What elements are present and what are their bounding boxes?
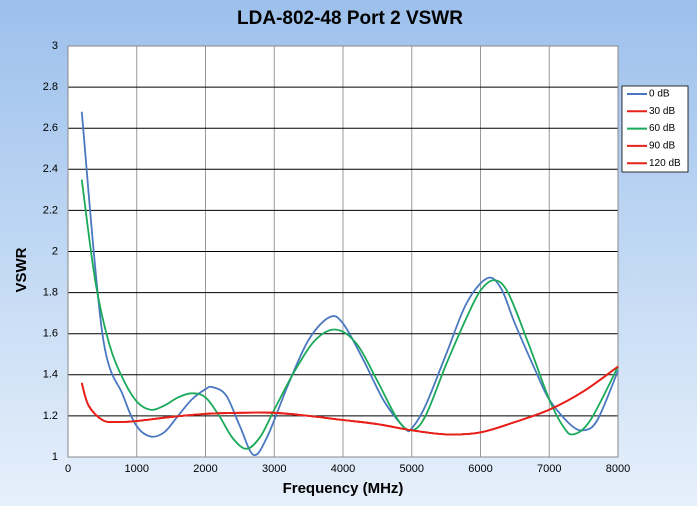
- legend-label: 30 dB: [649, 106, 675, 117]
- x-tick-label: 1000: [125, 463, 149, 475]
- series-line: [80, 179, 619, 450]
- x-tick-label: 0: [65, 463, 71, 475]
- plot-border: [67, 45, 619, 458]
- y-tick-label: 1.8: [43, 287, 58, 299]
- x-axis-label: Frequency (MHz): [283, 480, 404, 497]
- y-tick-label: 2.4: [43, 163, 58, 175]
- y-tick-label: 1.2: [43, 410, 58, 422]
- x-tick-label: 6000: [468, 463, 492, 475]
- y-tick-label: 2.8: [43, 81, 58, 93]
- x-tick-label: 4000: [331, 463, 355, 475]
- legend-label: 90 dB: [649, 141, 675, 152]
- y-tick-label: 2.6: [43, 122, 58, 134]
- chart-title: LDA-802-48 Port 2 VSWR: [237, 8, 463, 29]
- series-line: [80, 111, 619, 457]
- y-axis-label: VSWR: [13, 247, 30, 292]
- y-tick-label: 1: [52, 451, 58, 463]
- x-tick-label: 2000: [193, 463, 217, 475]
- y-tick-label: 1.6: [43, 328, 58, 340]
- y-tick-label: 3: [52, 40, 58, 52]
- x-tick-label: 3000: [262, 463, 286, 475]
- y-tick-label: 2: [52, 245, 58, 257]
- series-line: [80, 365, 619, 436]
- legend-label: 120 dB: [649, 158, 681, 169]
- y-tick-label: 1.4: [43, 369, 58, 381]
- legend-label: 0 dB: [649, 89, 670, 100]
- legend-label: 60 dB: [649, 123, 675, 134]
- x-tick-label: 7000: [537, 463, 561, 475]
- y-tick-label: 2.2: [43, 204, 58, 216]
- x-tick-label: 5000: [400, 463, 424, 475]
- x-tick-label: 8000: [606, 463, 630, 475]
